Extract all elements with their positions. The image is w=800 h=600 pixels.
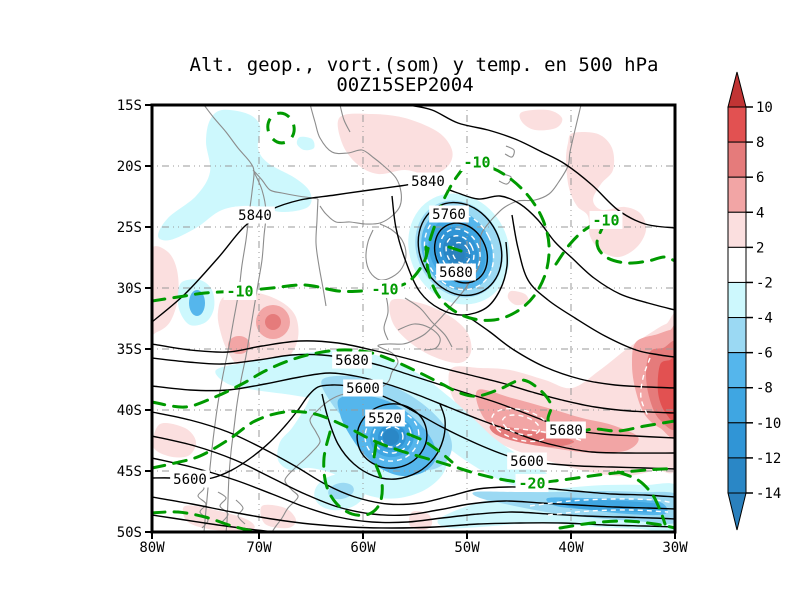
height-contour-label: 5680 [335,353,369,369]
temperature-contour-label: -10 [226,282,253,300]
temperature-contour-label: -20 [518,474,545,492]
lat-tick-label: 35S [117,342,142,358]
height-contour-label: 5840 [411,174,445,190]
coastline-borders-layer [195,106,582,531]
colorbar-tick-label: -6 [756,346,773,362]
chart-datetime: 00Z15SEP2004 [336,74,474,96]
colorbar-tick-label: 4 [756,205,764,221]
temperature-contour-label: -10 [463,153,490,171]
chart-title: Alt. geop., vort.(som) y temp. en 500 hP… [189,54,659,76]
colorbar-tick-label: -12 [756,451,781,467]
lat-tick-label: 30S [117,281,142,297]
contour-label-layer: 5840 5840 5760 5680 5680 5600 5520 5680 5600 5600… [170,153,623,492]
lat-tick-label: 50S [117,525,142,541]
lon-tick-label: 70W [246,540,272,556]
colorbar-tick-label: 2 [756,240,764,256]
height-contour-label: 5680 [549,423,583,439]
lon-tick-label: 30W [662,540,688,556]
lon-tick-label: 50W [454,540,480,556]
lat-tick-label: 40S [117,403,142,419]
colorbar-tick-label: -2 [756,275,773,291]
colorbar-tick-label: 6 [756,170,764,186]
colorbar-tick-label: -14 [756,486,781,502]
lon-tick-label: 60W [350,540,376,556]
height-contour-label: 5520 [368,411,402,427]
temperature-contour-label: -10 [371,280,398,298]
colorbar-tick-label: 10 [756,100,773,116]
lon-tick-label: 40W [558,540,584,556]
lon-tick-label: 80W [139,540,165,556]
lat-tick-label: 15S [117,98,142,114]
height-contour-label: 5600 [173,472,207,488]
height-contour-label: 5600 [510,454,544,470]
colorbar-tick-label: -10 [756,416,781,432]
lat-tick-label: 25S [117,220,142,236]
temperature-contour-label: -10 [592,211,619,229]
colorbar-tick-label: 8 [756,135,764,151]
lat-tick-label: 45S [117,464,142,480]
colorbar-tick-label: -8 [756,381,773,397]
height-contour-label: 5840 [238,208,272,224]
temperature-contours [153,111,674,531]
height-contour-label: 5680 [439,265,473,281]
height-contour-label: 5760 [432,207,466,223]
colorbar: 10 8 6 4 2 -2 -4 -6 -8 -10 -12 -14 [727,71,781,531]
height-contour-label: 5600 [346,381,380,397]
lat-tick-label: 20S [117,159,142,175]
colorbar-tick-label: -4 [756,311,773,327]
